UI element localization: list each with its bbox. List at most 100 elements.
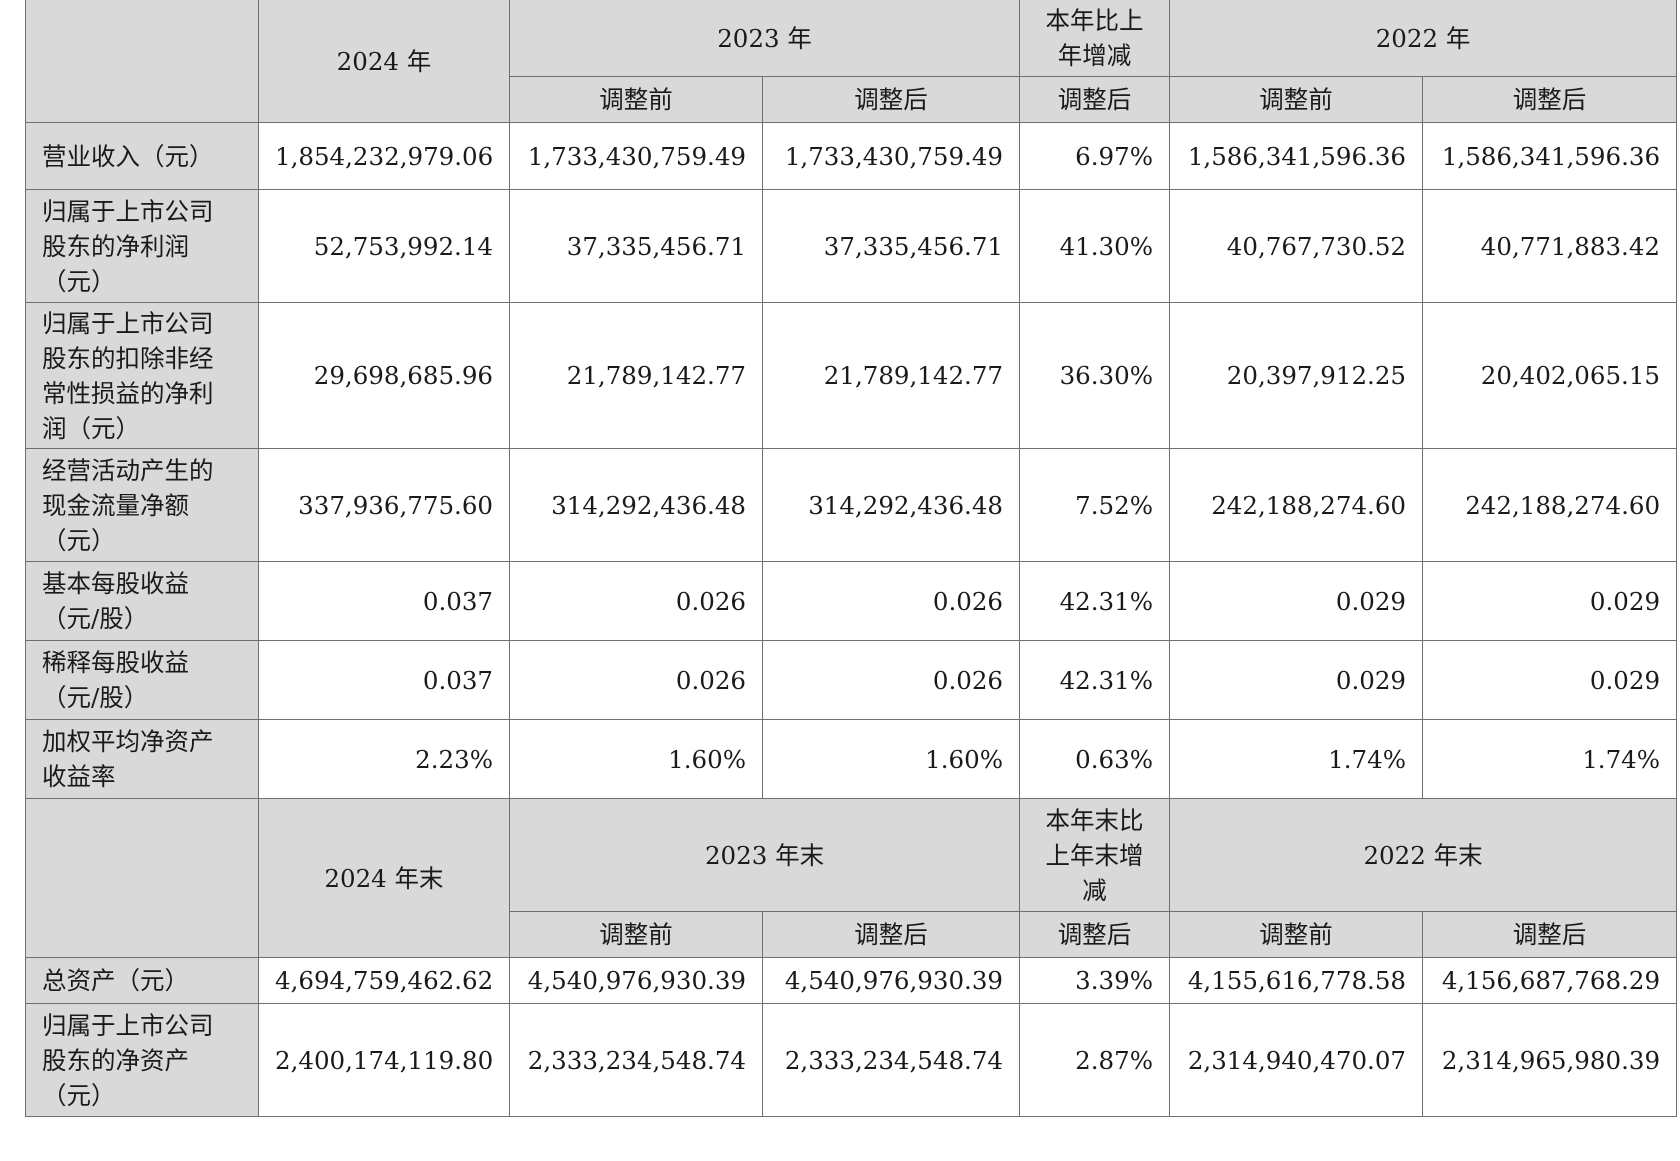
table-row: 归属于上市公司 股东的扣除非经 常性损益的净利 润（元） 29,698,685.96 21…	[25, 302, 1678, 449]
value-cell: 0.029	[1422, 640, 1678, 720]
row-label: 总资产（元）	[25, 957, 259, 1004]
subheader-cell-text: 调整后	[854, 920, 928, 949]
value-cell: 21,789,142.77	[761, 302, 1021, 449]
row-label: 归属于上市公司 股东的净资产 （元）	[25, 1003, 259, 1117]
value-cell: 242,188,274.60	[1169, 448, 1424, 562]
table-row: 经营活动产生的 现金流量净额 （元） 337,936,775.60 314,292,43…	[25, 448, 1678, 562]
row-label: 归属于上市公司 股东的扣除非经 常性损益的净利 润（元）	[25, 302, 259, 449]
value-cell: 0.029	[1169, 561, 1424, 641]
value-cell: 2.87%	[1019, 1003, 1171, 1117]
value-cell-text: 40,767,730.52	[1226, 231, 1407, 261]
row-label-text: 基本每股收益 （元/股）	[42, 569, 189, 633]
subheader-cell: 调整后	[761, 911, 1021, 958]
value-cell-text: 1,586,341,596.36	[1441, 141, 1661, 171]
value-cell: 4,155,616,778.58	[1169, 957, 1424, 1004]
row-label-text: 营业收入（元）	[42, 141, 214, 171]
value-cell: 52,753,992.14	[258, 189, 510, 303]
value-cell: 1.60%	[761, 719, 1021, 799]
subheader-cell-text: 调整前	[599, 920, 673, 949]
value-cell: 242,188,274.60	[1422, 448, 1678, 562]
subheader-cell: 调整后	[1019, 76, 1171, 123]
subheader-row: 调整前 调整后 调整后 调整前 调整后	[26, 911, 1678, 958]
value-cell: 20,402,065.15	[1422, 302, 1678, 449]
value-cell-text: 242,188,274.60	[1465, 490, 1661, 520]
value-cell-text: 0.029	[1589, 665, 1661, 695]
subheader-cell-text: 调整后	[1512, 85, 1587, 114]
value-cell: 2.23%	[258, 719, 510, 799]
value-cell-text: 1.60%	[925, 744, 1004, 774]
header-current-year: 2024 年末	[258, 798, 510, 958]
value-cell: 6.97%	[1019, 122, 1171, 190]
value-cell-text: 41.30%	[1059, 231, 1154, 261]
row-label: 加权平均净资产 收益率	[25, 719, 259, 799]
subheader-cell-text: 调整前	[1259, 920, 1333, 949]
header-row: 2024 年 2023 年 本年比上 年增减 2022 年	[25, 0, 1678, 123]
subheader-cell: 调整后	[761, 76, 1021, 123]
value-cell-text: 1.74%	[1328, 744, 1407, 774]
header-corner	[25, 798, 259, 958]
row-label: 归属于上市公司 股东的净利润 （元）	[25, 189, 259, 303]
header-current-year-text: 2024 年末	[324, 863, 444, 893]
value-cell-text: 0.037	[422, 665, 493, 695]
value-cell: 1,733,430,759.49	[761, 122, 1021, 190]
value-cell: 3.39%	[1019, 957, 1171, 1004]
value-cell: 0.026	[509, 640, 763, 720]
header-change: 本年末比 上年末增减	[1019, 798, 1171, 912]
value-cell: 0.029	[1422, 561, 1678, 641]
value-cell: 0.037	[258, 561, 510, 641]
row-label-text: 归属于上市公司 股东的扣除非经 常性损益的净利 润（元）	[42, 308, 214, 443]
subheader-cell: 调整后	[1422, 76, 1678, 123]
value-cell-text: 1,586,341,596.36	[1187, 141, 1407, 171]
value-cell-text: 2,400,174,119.80	[275, 1045, 494, 1075]
value-cell: 314,292,436.48	[761, 448, 1021, 562]
value-cell-text: 52,753,992.14	[313, 231, 493, 261]
value-cell-text: 0.029	[1335, 586, 1407, 616]
value-cell-text: 0.026	[932, 586, 1004, 616]
value-cell: 37,335,456.71	[761, 189, 1021, 303]
subheader-cell: 调整前	[1169, 911, 1424, 958]
subheader-cell: 调整前	[509, 76, 763, 123]
value-cell-text: 20,397,912.25	[1226, 361, 1407, 390]
value-cell-text: 314,292,436.48	[808, 490, 1004, 520]
value-cell: 7.52%	[1019, 448, 1171, 562]
value-cell-text: 37,335,456.71	[823, 231, 1004, 261]
value-cell: 314,292,436.48	[509, 448, 763, 562]
value-cell-text: 2,333,234,548.74	[527, 1045, 746, 1075]
subheader-cell-text: 调整前	[599, 85, 673, 114]
row-label-text: 归属于上市公司 股东的净利润 （元）	[42, 196, 214, 296]
value-cell: 2,333,234,548.74	[761, 1003, 1021, 1117]
table-row: 加权平均净资产 收益率 2.23% 1.60% 1.60% 0.63% 1.74% 1.74%	[25, 719, 1678, 799]
value-cell-text: 1,733,430,759.49	[784, 141, 1004, 171]
table-row: 基本每股收益 （元/股） 0.037 0.026 0.026 42.31% 0.029 0.0…	[25, 561, 1678, 641]
value-cell: 4,540,976,930.39	[761, 957, 1021, 1004]
value-cell: 37,335,456.71	[509, 189, 763, 303]
value-cell-text: 2.87%	[1075, 1045, 1154, 1075]
value-cell: 1,854,232,979.06	[258, 122, 510, 190]
value-cell: 1,733,430,759.49	[509, 122, 763, 190]
header-row: 2024 年末 2023 年末 本年末比 上年末增减 2022 年末	[25, 798, 1678, 958]
value-cell: 4,540,976,930.39	[509, 957, 763, 1004]
value-cell: 29,698,685.96	[258, 302, 510, 449]
value-cell-text: 40,771,883.42	[1480, 231, 1661, 261]
table-row: 营业收入（元） 1,854,232,979.06 1,733,430,759.49 1…	[25, 122, 1678, 190]
value-cell-text: 4,156,687,768.29	[1441, 966, 1661, 995]
value-cell-text: 1.60%	[668, 744, 746, 774]
header-prior-year: 2023 年	[508, 0, 1021, 77]
row-label-text: 总资产（元）	[42, 966, 189, 995]
value-cell: 36.30%	[1019, 302, 1171, 449]
value-cell-text: 0.026	[675, 586, 746, 616]
subheader-cell: 调整后	[1019, 911, 1171, 958]
header-earlier-year: 2022 年末	[1169, 798, 1678, 912]
value-cell-text: 0.63%	[1075, 744, 1154, 774]
value-cell: 42.31%	[1019, 561, 1171, 641]
value-cell: 4,156,687,768.29	[1422, 957, 1678, 1004]
value-cell-text: 37,335,456.71	[566, 231, 746, 261]
header-corner	[25, 0, 259, 123]
value-cell: 0.026	[761, 561, 1021, 641]
row-label-text: 归属于上市公司 股东的净资产 （元）	[42, 1010, 214, 1110]
value-cell: 1.60%	[509, 719, 763, 799]
value-cell-text: 4,540,976,930.39	[527, 966, 746, 995]
value-cell-text: 2.23%	[415, 744, 493, 774]
row-label: 经营活动产生的 现金流量净额 （元）	[25, 448, 259, 562]
row-label-text: 经营活动产生的 现金流量净额 （元）	[42, 455, 214, 555]
